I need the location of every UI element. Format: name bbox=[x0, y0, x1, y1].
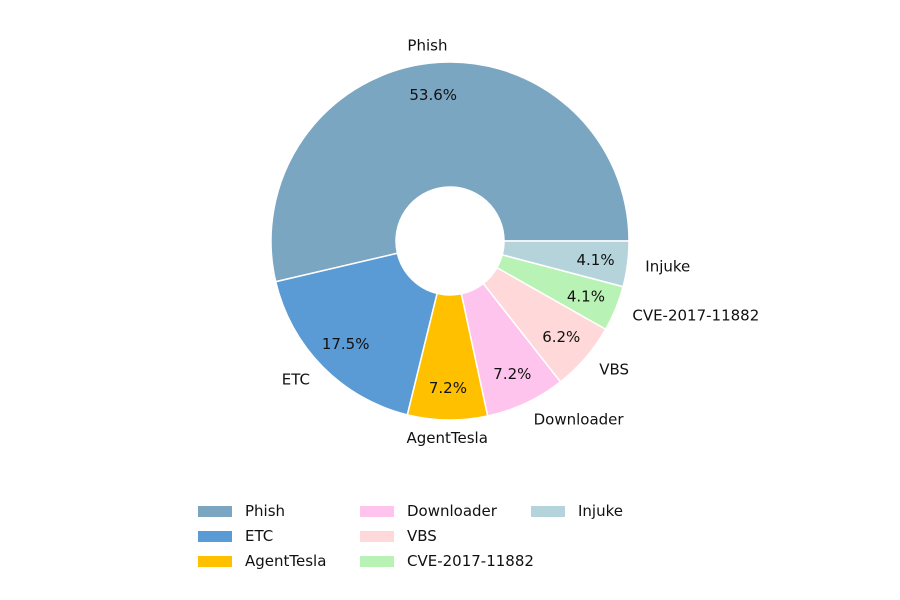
legend-item-downloader: Downloader bbox=[360, 502, 498, 520]
category-label-cve-2017-11882: CVE-2017-11882 bbox=[632, 306, 759, 324]
legend-swatch-etc bbox=[198, 531, 232, 542]
percent-label-etc: 17.5% bbox=[322, 335, 370, 353]
percent-label-agenttesla: 7.2% bbox=[429, 379, 467, 397]
legend-label-agenttesla: AgentTesla bbox=[245, 552, 326, 570]
percent-labels: 53.6% 17.5% 7.2% 7.2% 6.2% 4.1% 4.1% bbox=[322, 86, 615, 397]
legend-item-phish: Phish bbox=[198, 502, 285, 520]
legend-label-etc: ETC bbox=[245, 527, 273, 545]
category-label-vbs: VBS bbox=[599, 360, 629, 378]
legend-item-etc: ETC bbox=[198, 527, 273, 545]
legend-swatch-phish bbox=[198, 506, 232, 517]
legend-swatch-agenttesla bbox=[198, 556, 232, 567]
legend-label-injuke: Injuke bbox=[578, 502, 623, 520]
legend: Phish ETC AgentTesla Downloader VBS CVE-2017-… bbox=[198, 502, 623, 570]
legend-item-cve-2017-11882: CVE-2017-11882 bbox=[360, 552, 534, 570]
slice-injuke bbox=[501, 240, 630, 288]
category-labels: Phish ETC AgentTesla Downloader VBS CVE-2017-… bbox=[282, 36, 760, 446]
percent-label-phish: 53.6% bbox=[409, 86, 457, 104]
legend-swatch-injuke bbox=[531, 506, 565, 517]
pie-slices bbox=[270, 61, 630, 421]
category-label-agenttesla: AgentTesla bbox=[407, 429, 488, 447]
percent-label-downloader: 7.2% bbox=[493, 365, 531, 383]
category-label-phish: Phish bbox=[407, 36, 447, 54]
legend-item-injuke: Injuke bbox=[531, 502, 623, 520]
category-label-downloader: Downloader bbox=[534, 410, 625, 428]
legend-swatch-cve-2017-11882 bbox=[360, 556, 394, 567]
legend-swatch-vbs bbox=[360, 531, 394, 542]
percent-label-injuke: 4.1% bbox=[577, 251, 615, 269]
slice-phish bbox=[270, 61, 630, 283]
legend-label-phish: Phish bbox=[245, 502, 285, 520]
percent-label-cve-2017-11882: 4.1% bbox=[567, 287, 605, 305]
legend-item-agenttesla: AgentTesla bbox=[198, 552, 326, 570]
legend-swatch-downloader bbox=[360, 506, 394, 517]
category-label-etc: ETC bbox=[282, 370, 310, 388]
legend-label-vbs: VBS bbox=[407, 527, 437, 545]
percent-label-vbs: 6.2% bbox=[542, 328, 580, 346]
category-label-injuke: Injuke bbox=[645, 257, 690, 275]
legend-label-downloader: Downloader bbox=[407, 502, 498, 520]
slice-etc bbox=[274, 252, 439, 416]
legend-label-cve-2017-11882: CVE-2017-11882 bbox=[407, 552, 534, 570]
legend-item-vbs: VBS bbox=[360, 527, 437, 545]
